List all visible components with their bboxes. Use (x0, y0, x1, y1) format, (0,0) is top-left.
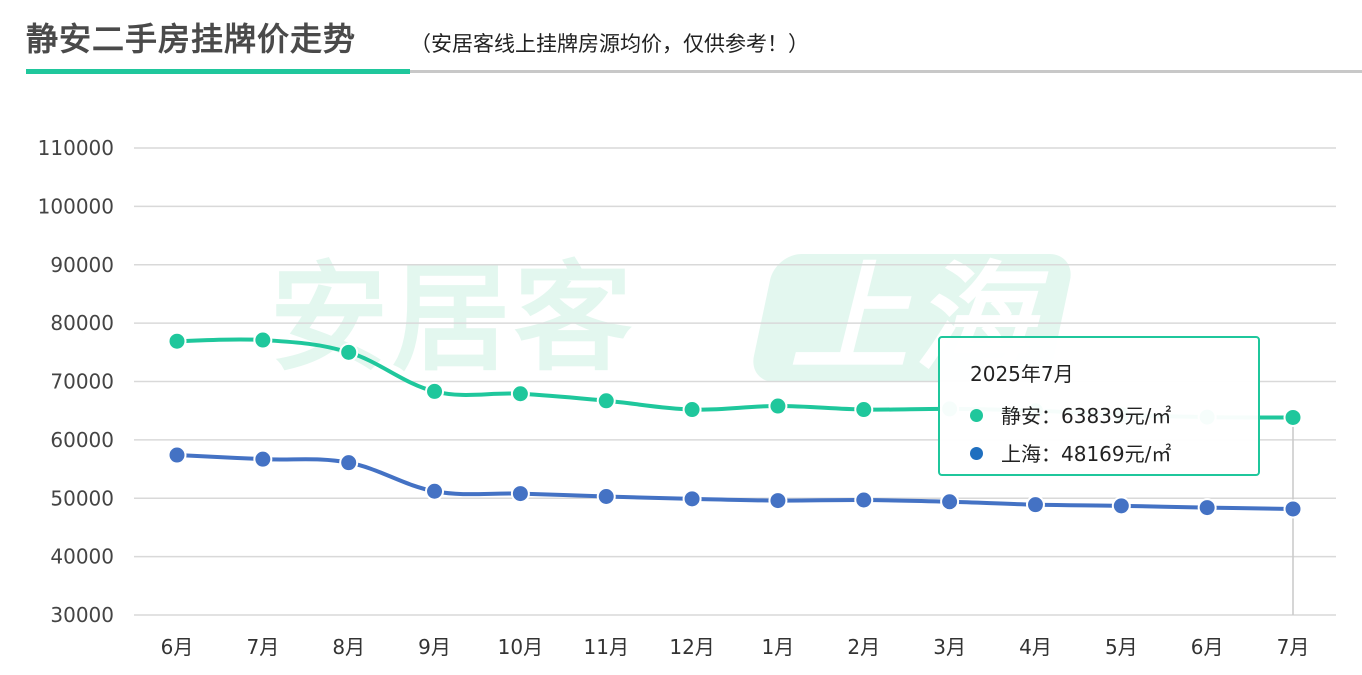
data-point[interactable] (682, 489, 702, 509)
data-point[interactable] (940, 492, 960, 512)
data-point[interactable] (854, 490, 874, 510)
data-point[interactable] (425, 381, 445, 401)
x-tick-label: 4月 (1019, 635, 1052, 659)
x-tick-label: 3月 (933, 635, 966, 659)
y-tick-label: 90000 (50, 253, 114, 277)
data-point[interactable] (510, 384, 530, 404)
data-point[interactable] (1197, 498, 1217, 518)
page-subtitle: （安居客线上挂牌房源均价，仅供参考！） (410, 32, 809, 56)
x-tick-label: 6月 (1191, 635, 1224, 659)
data-point[interactable] (768, 396, 788, 416)
x-tick-label: 1月 (762, 635, 795, 659)
page-title: 静安二手房挂牌价走势 (26, 20, 357, 58)
data-point[interactable] (1283, 407, 1303, 427)
header-divider (26, 70, 1362, 73)
chart-header: 静安二手房挂牌价走势 （安居客线上挂牌房源均价，仅供参考！） (0, 0, 1362, 76)
tooltip-title: 2025年7月 (970, 362, 1074, 386)
y-tick-label: 50000 (50, 486, 114, 510)
data-point[interactable] (425, 481, 445, 501)
data-point[interactable] (1111, 496, 1131, 516)
x-tick-label: 9月 (418, 635, 451, 659)
x-tick-label: 6月 (161, 635, 194, 659)
tooltip-row-shanghai: 上海：48169元/㎡ (970, 438, 1171, 467)
data-tooltip: 2025年7月 静安：63839元/㎡ 上海：48169元/㎡ (938, 336, 1260, 476)
y-axis-ticks: 30000 40000 50000 60000 70000 80000 90000 10000… (38, 136, 114, 627)
data-point[interactable] (253, 449, 273, 469)
x-tick-label: 10月 (498, 635, 543, 659)
data-point[interactable] (596, 391, 616, 411)
y-tick-label: 30000 (50, 603, 114, 627)
x-tick-label: 8月 (332, 635, 365, 659)
x-tick-label: 11月 (584, 635, 629, 659)
data-point[interactable] (253, 330, 273, 350)
y-tick-label: 70000 (50, 370, 114, 394)
header-accent-bar (26, 69, 410, 74)
y-tick-label: 40000 (50, 545, 114, 569)
data-point[interactable] (1025, 495, 1045, 515)
y-tick-label: 80000 (50, 311, 114, 335)
x-axis-ticks: 6月 7月 8月 9月 10月 11月 12月 1月 2月 3月 4月 5月 6月 7月 (161, 635, 1310, 659)
tooltip-row-jingan: 静安：63839元/㎡ (970, 400, 1171, 429)
y-tick-label: 60000 (50, 428, 114, 452)
data-point[interactable] (510, 484, 530, 504)
data-point[interactable] (854, 400, 874, 420)
x-tick-label: 2月 (847, 635, 880, 659)
x-tick-label: 5月 (1105, 635, 1138, 659)
x-tick-label: 7月 (1277, 635, 1310, 659)
data-point[interactable] (339, 453, 359, 473)
data-point[interactable] (167, 445, 187, 465)
legend-dot-icon (970, 447, 983, 460)
data-point[interactable] (682, 400, 702, 420)
data-point[interactable] (596, 486, 616, 506)
data-point[interactable] (339, 342, 359, 362)
tooltip-row-label: 静安：63839元/㎡ (1001, 404, 1172, 428)
y-tick-label: 110000 (38, 136, 114, 160)
y-tick-label: 100000 (38, 194, 114, 218)
data-point[interactable] (167, 331, 187, 351)
data-point[interactable] (768, 491, 788, 511)
data-point[interactable] (1283, 499, 1303, 519)
legend-dot-icon (970, 409, 983, 422)
series-shanghai[interactable] (167, 445, 1303, 519)
tooltip-row-label: 上海：48169元/㎡ (1001, 442, 1172, 466)
x-tick-label: 7月 (246, 635, 279, 659)
x-tick-label: 12月 (669, 635, 714, 659)
